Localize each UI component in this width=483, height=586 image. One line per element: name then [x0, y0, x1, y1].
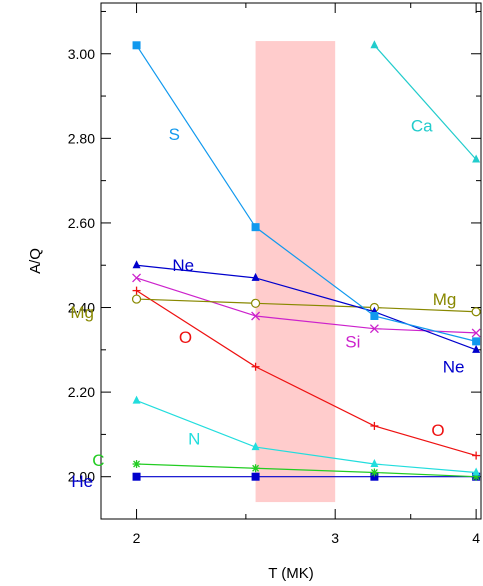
x-axis-label: T (MK) [268, 565, 314, 582]
series-si-5-point-1-b [251, 311, 261, 321]
series-he-0-label: He [71, 472, 93, 491]
series-ne-8-line [136, 264, 477, 351]
series-c-1-point-1-b [252, 464, 260, 472]
series-layer [131, 40, 481, 481]
axis-ticks: 2.00 2.20 2.40 2.60 2.80 3.00 2 3 4 [68, 3, 481, 546]
series-ca-11-point-1 [472, 154, 481, 163]
series-c-1-point-1 [251, 464, 260, 473]
y-tick-label-4: 2.80 [68, 130, 95, 146]
series-s-10-label: S [169, 125, 180, 144]
series-c-1-point-2 [370, 468, 379, 477]
y-tick-label-0: 2.00 [68, 469, 95, 485]
series-si-5-point-1 [251, 311, 261, 321]
series-he-0-point-0 [132, 472, 141, 481]
series-o-3-point-0 [132, 286, 141, 295]
series-si-5-point-3-b [471, 328, 481, 338]
series-c-1-label: C [92, 451, 104, 470]
series-ne-9-label: Ne [443, 358, 465, 377]
series-s-10-point-2 [370, 311, 379, 320]
series-o-3-point-3 [472, 451, 481, 460]
x-tick-label-2: 4 [472, 530, 480, 546]
series-o-3-line [136, 290, 477, 457]
series-ne-8-point-1 [251, 272, 260, 281]
x-tick-label-0: 2 [133, 530, 141, 546]
series-o-3-point-1 [251, 362, 260, 371]
shaded-band-layer [255, 41, 336, 503]
series-labels: He C N O O Si Mg Mg Ne Ne S Ca [70, 117, 464, 491]
series-ne-8-point-3 [472, 344, 481, 353]
series-ca-11-line [373, 44, 477, 160]
series-o-4-label: O [431, 421, 444, 440]
series-n-2-point-1 [251, 442, 260, 451]
y-tick-label-2: 2.40 [68, 300, 95, 316]
series-si-5-point-0-b [132, 273, 142, 283]
series-n-2-label: N [188, 430, 200, 449]
series-n-2-point-2 [370, 459, 379, 468]
series-n-2-point-0 [132, 395, 141, 404]
series-mg-6-point-3 [471, 307, 481, 317]
series-mg-6-label: Mg [70, 303, 94, 322]
series-si-5-label: Si [345, 332, 360, 351]
series-s-10-point-1 [251, 223, 260, 232]
series-mg-6-point-0 [131, 294, 142, 304]
series-si-5-point-3 [471, 328, 481, 338]
series-n-2-line [136, 400, 477, 474]
y-tick-label-5: 3.00 [68, 46, 95, 62]
series-c-1-line [136, 463, 477, 478]
series-c-1-point-0-b [133, 460, 141, 468]
series-s-10-line [136, 44, 477, 342]
series-c-1-point-0 [132, 460, 141, 469]
series-ne-8-label: Ne [172, 256, 194, 275]
series-he-0-point-1 [251, 472, 260, 481]
x-tick-label-1: 3 [331, 530, 339, 546]
series-mg-6-point-1 [250, 298, 261, 308]
y-axis-label: A/Q [27, 248, 44, 274]
series-he-0-point-2 [370, 472, 379, 481]
series-si-5-point-2-b [369, 324, 379, 334]
series-mg-6-line [136, 298, 477, 313]
plot-frame [100, 2, 482, 520]
shaded-band [255, 41, 336, 503]
series-o-3-point-2 [370, 421, 379, 430]
series-si-5-point-2 [369, 324, 379, 334]
y-tick-label-3: 2.60 [68, 215, 95, 231]
series-c-1-point-2-b [370, 469, 378, 476]
series-ca-11-label: Ca [411, 117, 433, 136]
series-s-10-point-3 [472, 337, 481, 346]
series-n-2-point-3 [472, 467, 481, 476]
series-mg-7-label: Mg [433, 290, 457, 309]
series-o-3-label: O [179, 328, 192, 347]
series-ca-11-point-0 [370, 40, 379, 49]
series-si-5-point-0 [132, 273, 142, 283]
series-s-10-point-0 [132, 41, 141, 50]
series-ne-8-point-0 [132, 260, 141, 269]
y-tick-label-1: 2.20 [68, 384, 95, 400]
